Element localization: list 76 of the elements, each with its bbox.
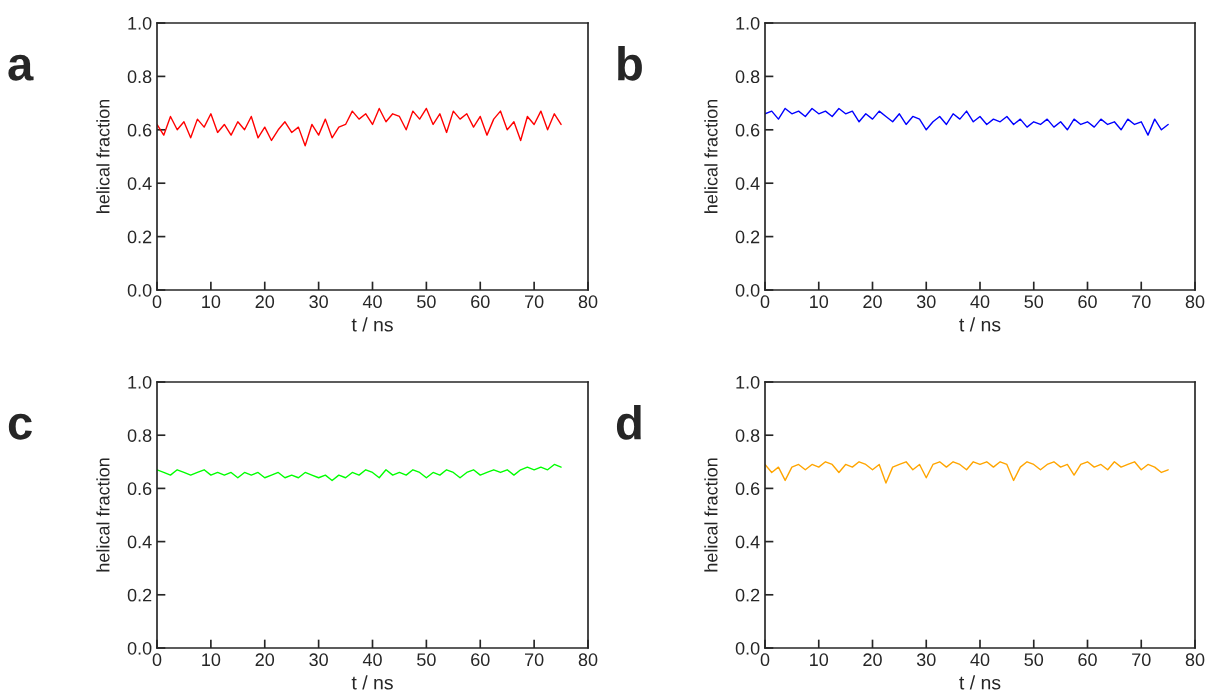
x-tick-label: 30: [916, 295, 936, 309]
y-tick-label: 0.4: [735, 535, 760, 549]
x-tick-label: 40: [362, 653, 382, 667]
x-axis-title: t / ns: [959, 317, 1001, 332]
x-tick-label: 70: [1132, 653, 1151, 667]
y-tick-label: 0.6: [127, 482, 152, 496]
line-series: [765, 107, 1169, 136]
y-tick-label: 0.8: [735, 429, 760, 442]
y-tick-label: 0.2: [735, 230, 760, 244]
x-tick-label: 20: [863, 653, 882, 667]
x-tick-label: 50: [1024, 653, 1044, 667]
y-tick-label: 1.0: [128, 16, 152, 30]
x-tick-label: 10: [202, 295, 221, 309]
line-series: [157, 463, 562, 482]
y-tick-label: 0.2: [735, 588, 760, 602]
line-series: [157, 107, 562, 147]
y-tick-label: 1.0: [736, 16, 760, 30]
x-tick-label: 0: [760, 653, 770, 667]
y-tick-label: 0.4: [127, 535, 152, 549]
x-axis-title: t / ns: [351, 675, 393, 690]
chart-title: d: [616, 404, 641, 440]
y-tick-label: 0.0: [735, 283, 760, 297]
y-axis-title: helical fraction: [96, 458, 110, 572]
x-tick-label: 60: [1078, 295, 1097, 309]
x-tick-label: 30: [309, 653, 328, 667]
y-tick-label: 0.2: [127, 230, 152, 244]
x-tick-label: 60: [471, 653, 490, 667]
x-tick-label: 70: [525, 653, 544, 667]
y-tick-label: 0.8: [735, 70, 760, 84]
y-axis-title: helical fraction: [704, 458, 718, 572]
x-tick-label: 0: [152, 295, 162, 309]
y-tick-label: 0.0: [735, 641, 760, 655]
x-tick-label: 50: [417, 295, 436, 309]
chart-title: c: [8, 413, 32, 440]
x-tick-label: 70: [1132, 295, 1151, 309]
x-axis-title: t / ns: [351, 317, 393, 332]
x-tick-label: 40: [970, 295, 990, 309]
chart-title: b: [618, 45, 642, 81]
x-tick-label: 80: [1185, 653, 1205, 667]
x-tick-label: 20: [255, 653, 275, 667]
x-tick-label: 0: [152, 653, 162, 667]
x-tick-label: 10: [202, 653, 221, 667]
y-axis-title: helical fraction: [96, 99, 110, 213]
chart-title: a: [8, 54, 34, 81]
y-axis-title: helical fraction: [704, 99, 718, 213]
x-tick-label: 30: [916, 653, 936, 667]
x-tick-label: 80: [578, 653, 598, 667]
x-tick-label: 0: [760, 295, 770, 309]
y-tick-label: 0.6: [127, 123, 152, 137]
y-tick-label: 0.6: [735, 482, 760, 496]
x-tick-label: 80: [1185, 295, 1205, 309]
x-tick-label: 80: [578, 295, 598, 309]
x-tick-label: 30: [309, 295, 328, 309]
x-tick-label: 10: [810, 295, 829, 309]
x-tick-label: 60: [1078, 653, 1097, 667]
x-tick-label: 40: [362, 295, 382, 309]
x-tick-label: 50: [1024, 295, 1044, 309]
y-tick-label: 0.4: [735, 177, 760, 190]
y-tick-label: 0.4: [127, 177, 152, 190]
y-tick-label: 0.2: [127, 588, 152, 602]
y-tick-label: 1.0: [736, 375, 760, 389]
x-tick-label: 40: [970, 653, 990, 667]
y-tick-label: 0.6: [735, 123, 760, 137]
y-tick-label: 0.8: [127, 429, 152, 442]
x-tick-label: 60: [471, 295, 490, 309]
y-tick-label: 0.8: [127, 70, 152, 84]
y-tick-label: 1.0: [128, 375, 152, 389]
x-axis-title: t / ns: [959, 675, 1001, 690]
y-tick-label: 0.0: [127, 641, 152, 655]
x-tick-label: 20: [255, 295, 275, 309]
x-tick-label: 50: [417, 653, 436, 667]
line-series: [765, 461, 1169, 484]
x-tick-label: 20: [863, 295, 882, 309]
y-tick-label: 0.0: [127, 283, 152, 297]
x-tick-label: 70: [525, 295, 544, 309]
x-tick-label: 10: [810, 653, 829, 667]
